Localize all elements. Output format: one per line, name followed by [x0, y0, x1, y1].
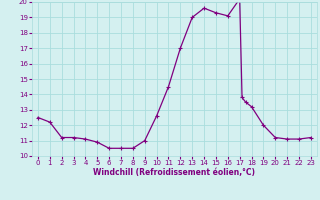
X-axis label: Windchill (Refroidissement éolien,°C): Windchill (Refroidissement éolien,°C) — [93, 168, 255, 177]
